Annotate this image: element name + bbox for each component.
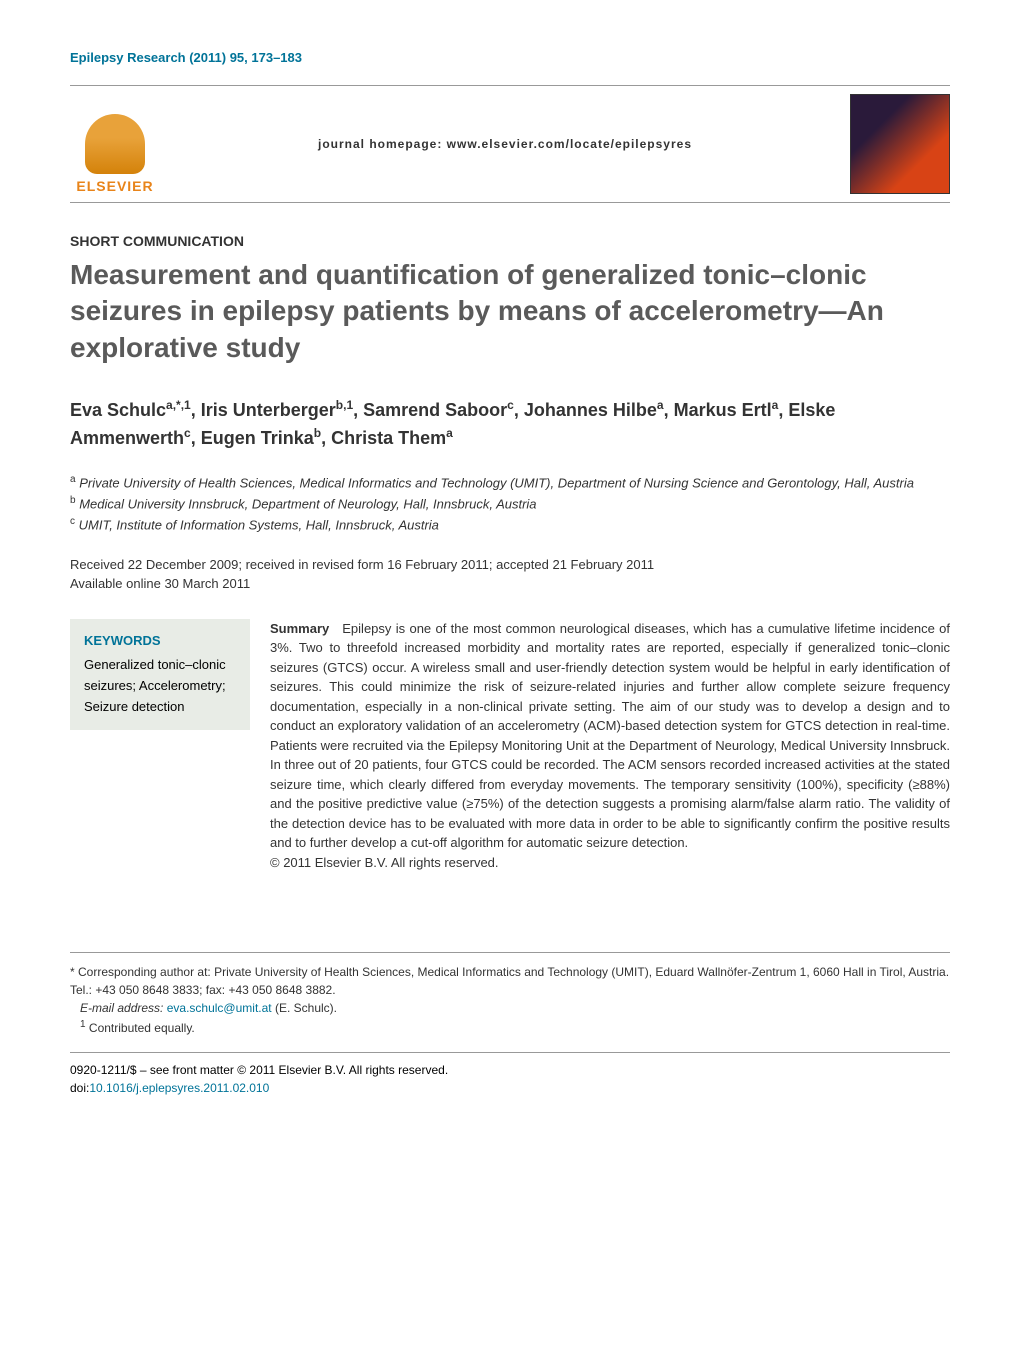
contributed-note: 1 Contributed equally. — [70, 1017, 950, 1037]
summary-box: Summary Epilepsy is one of the most comm… — [270, 619, 950, 873]
received-dates: Received 22 December 2009; received in r… — [70, 555, 950, 575]
journal-citation: Epilepsy Research (2011) 95, 173–183 — [70, 50, 950, 65]
affiliation-b: b Medical University Innsbruck, Departme… — [70, 493, 950, 514]
journal-header-bar: ELSEVIER journal homepage: www.elsevier.… — [70, 85, 950, 203]
summary-label: Summary — [270, 621, 329, 636]
doi-link[interactable]: 10.1016/j.eplepsyres.2011.02.010 — [89, 1081, 269, 1095]
article-dates: Received 22 December 2009; received in r… — [70, 555, 950, 594]
summary-copyright: © 2011 Elsevier B.V. All rights reserved… — [270, 855, 499, 870]
doi-line: doi:10.1016/j.eplepsyres.2011.02.010 — [70, 1079, 950, 1097]
keywords-list: Generalized tonic–clonic seizures; Accel… — [84, 655, 236, 717]
email-label: E-mail address: — [80, 1001, 163, 1015]
elsevier-logo: ELSEVIER — [70, 94, 160, 194]
doi-label: doi: — [70, 1081, 89, 1095]
email-line: E-mail address: eva.schulc@umit.at (E. S… — [70, 999, 950, 1017]
affiliation-c: c UMIT, Institute of Information Systems… — [70, 514, 950, 535]
email-link[interactable]: eva.schulc@umit.at — [167, 1001, 272, 1015]
affiliations: a Private University of Health Sciences,… — [70, 472, 950, 534]
corresponding-author: * Corresponding author at: Private Unive… — [70, 963, 950, 999]
keywords-heading: KEYWORDS — [84, 631, 236, 652]
article-title: Measurement and quantification of genera… — [70, 257, 950, 366]
article-type: SHORT COMMUNICATION — [70, 233, 950, 249]
journal-cover-thumbnail — [850, 94, 950, 194]
affiliation-a: a Private University of Health Sciences,… — [70, 472, 950, 493]
elsevier-wordmark: ELSEVIER — [76, 178, 153, 194]
elsevier-tree-icon — [85, 114, 145, 174]
authors-list: Eva Schulca,*,1, Iris Unterbergerb,1, Sa… — [70, 396, 950, 452]
correspondence-footer: * Corresponding author at: Private Unive… — [70, 952, 950, 1037]
issn-doi-footer: 0920-1211/$ – see front matter © 2011 El… — [70, 1052, 950, 1097]
email-author-suffix: (E. Schulc). — [275, 1001, 337, 1015]
keywords-summary-row: KEYWORDS Generalized tonic–clonic seizur… — [70, 619, 950, 873]
keywords-box: KEYWORDS Generalized tonic–clonic seizur… — [70, 619, 250, 730]
summary-text: Epilepsy is one of the most common neuro… — [270, 621, 950, 851]
issn-line: 0920-1211/$ – see front matter © 2011 El… — [70, 1061, 950, 1079]
journal-homepage: journal homepage: www.elsevier.com/locat… — [318, 137, 692, 151]
online-date: Available online 30 March 2011 — [70, 574, 950, 594]
